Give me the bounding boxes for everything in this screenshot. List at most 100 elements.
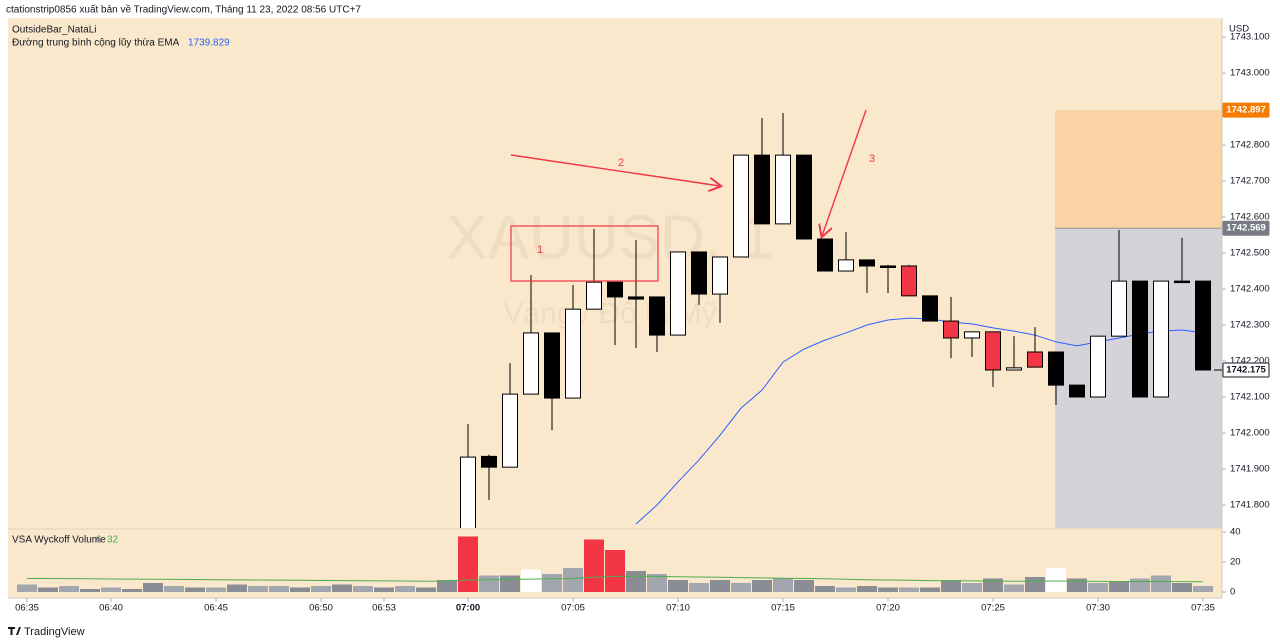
volume-bar bbox=[227, 584, 247, 592]
y-tick-label: 1743.100 bbox=[1230, 32, 1270, 43]
volume-pane bbox=[17, 536, 1213, 592]
volume-bar bbox=[185, 587, 205, 592]
candle-body bbox=[586, 281, 602, 310]
x-tick-label: 07:15 bbox=[771, 603, 795, 614]
volume-bar bbox=[206, 587, 226, 592]
volume-bar bbox=[983, 578, 1003, 592]
candle-body bbox=[880, 265, 896, 268]
candle-body bbox=[1090, 335, 1106, 398]
y-tick-label: 1742.700 bbox=[1230, 176, 1270, 187]
volume-bar bbox=[269, 585, 289, 592]
x-tick-label: 07:00 bbox=[456, 603, 480, 614]
volume-bar bbox=[1151, 575, 1171, 592]
footer-brand: TradingView bbox=[24, 626, 85, 638]
annotation-arrow bbox=[822, 109, 867, 236]
candle-body bbox=[838, 259, 854, 272]
volume-bar bbox=[248, 585, 268, 592]
candle-body bbox=[1111, 280, 1127, 337]
candle-body bbox=[1048, 351, 1064, 386]
ema-legend-value: 1739.829 bbox=[188, 38, 230, 49]
y-tick-label: 1742.000 bbox=[1230, 427, 1270, 438]
volume-bar bbox=[815, 585, 835, 592]
candle-body bbox=[1195, 280, 1211, 371]
candle-body bbox=[901, 265, 917, 297]
volume-bar bbox=[521, 569, 541, 592]
volume-bar bbox=[1172, 582, 1192, 592]
volume-bar bbox=[353, 585, 373, 592]
candle-body bbox=[1174, 280, 1190, 284]
entry-price-label-box bbox=[1222, 220, 1270, 236]
candle-body bbox=[523, 332, 539, 395]
y-tick-label: 1743.000 bbox=[1230, 68, 1270, 79]
x-tick-label: 07:20 bbox=[876, 603, 900, 614]
candle-body bbox=[481, 455, 497, 468]
candle-body bbox=[649, 296, 665, 336]
volume-bar bbox=[899, 587, 919, 592]
volume-bar bbox=[1193, 585, 1213, 592]
volume-bar bbox=[416, 587, 436, 592]
x-tick-label: 07:35 bbox=[1191, 603, 1215, 614]
volume-bar bbox=[17, 584, 37, 592]
annotation-label: 2 bbox=[618, 157, 624, 169]
candle-body bbox=[985, 331, 1001, 371]
volume-bar bbox=[1109, 581, 1129, 592]
volume-bar bbox=[647, 573, 667, 592]
x-tick-label: 06:40 bbox=[99, 603, 123, 614]
study-name: OutsideBar_NataLi bbox=[12, 25, 97, 36]
y-tick-label: 1741.900 bbox=[1230, 463, 1270, 474]
volume-bar bbox=[878, 587, 898, 592]
volume-bar bbox=[731, 582, 751, 592]
x-tick-label: 06:45 bbox=[204, 603, 228, 614]
candle-body bbox=[859, 259, 875, 267]
candle-body bbox=[1006, 367, 1022, 371]
candle-body bbox=[628, 296, 644, 300]
volume-bar bbox=[395, 585, 415, 592]
y-tick-label: 1742.200 bbox=[1230, 356, 1270, 367]
candle-body bbox=[712, 256, 728, 295]
volume-bar bbox=[80, 588, 100, 592]
volume-bar bbox=[1088, 582, 1108, 592]
candle-body bbox=[460, 456, 476, 528]
x-tick-label: 07:25 bbox=[981, 603, 1005, 614]
volume-bar bbox=[794, 579, 814, 592]
candle-body bbox=[670, 251, 686, 336]
x-tick-label: 06:50 bbox=[309, 603, 333, 614]
candle-body bbox=[775, 154, 791, 225]
entry-price-label: 1742.569 bbox=[1226, 223, 1266, 234]
y-tick-label: 1742.100 bbox=[1230, 392, 1270, 403]
candle-body bbox=[922, 295, 938, 322]
annotation-box bbox=[510, 225, 659, 282]
annotation-label: 3 bbox=[869, 153, 875, 165]
header-title: ctationstrip0856 xuất bản về TradingView… bbox=[6, 4, 361, 16]
volume-bar bbox=[311, 585, 331, 592]
volume-bar bbox=[458, 536, 478, 592]
ema-legend-name: Đường trung bình cộng lũy thừa EMA bbox=[12, 38, 180, 49]
volume-bar bbox=[1130, 578, 1150, 592]
x-tick-label: 07:10 bbox=[666, 603, 690, 614]
volume-bar bbox=[437, 579, 457, 592]
volume-bar bbox=[479, 575, 499, 592]
volume-bar bbox=[626, 570, 646, 592]
volume-bar bbox=[752, 579, 772, 592]
volume-bar bbox=[857, 585, 877, 592]
tradingview-logo bbox=[8, 627, 21, 635]
target-price-label-box bbox=[1222, 102, 1270, 118]
candle-body bbox=[502, 393, 518, 468]
candle-body bbox=[1132, 280, 1148, 398]
volume-bar bbox=[101, 587, 121, 592]
volume-bar bbox=[689, 582, 709, 592]
volume-bar bbox=[563, 567, 583, 592]
candle-body bbox=[607, 281, 623, 298]
volume-bar bbox=[542, 573, 562, 592]
volume-bar bbox=[374, 587, 394, 592]
volume-bar bbox=[1025, 576, 1045, 592]
volume-bar bbox=[143, 582, 163, 592]
x-tick-label: 06:53 bbox=[372, 603, 396, 614]
candle-body bbox=[817, 238, 833, 272]
volume-legend-name: VSA Wyckoff Volume bbox=[12, 535, 106, 546]
volume-bar bbox=[605, 549, 625, 592]
currency-label: USD bbox=[1229, 24, 1249, 35]
ema-line bbox=[635, 317, 1204, 525]
annotations: 1 2 3 bbox=[510, 109, 875, 282]
